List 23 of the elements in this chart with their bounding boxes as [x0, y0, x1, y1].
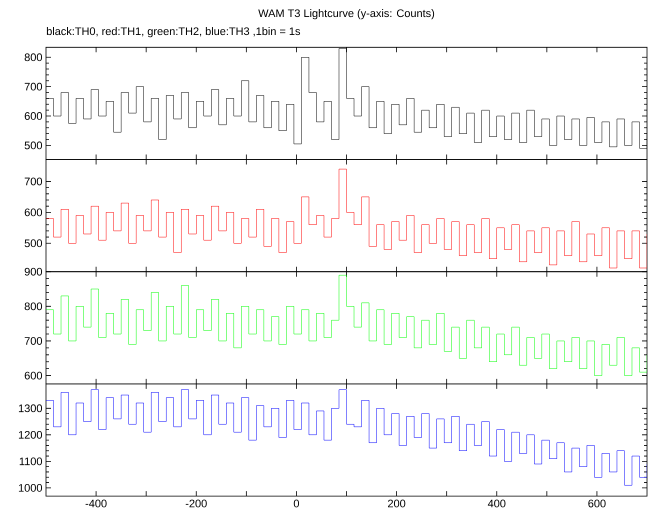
y-tick-label: 1000: [18, 484, 42, 492]
y-tick-label: 500: [24, 239, 42, 248]
x-tick-label: -200: [186, 500, 207, 508]
chart-subtitle: black:TH0, red:TH1, green:TH2, blue:TH3 ,1bin = 1s: [46, 27, 300, 38]
x-tick-label: 0: [294, 500, 300, 508]
x-tick-label: -400: [86, 500, 107, 508]
y-tick-label: 600: [24, 112, 42, 120]
y-tick-label: 800: [24, 302, 42, 310]
y-tick-label: 1300: [18, 404, 42, 412]
x-tick-label: 400: [488, 500, 506, 508]
y-tick-label: 700: [24, 178, 42, 186]
y-tick-label: 600: [24, 372, 42, 380]
y-tick-label: 1200: [18, 430, 42, 439]
y-tick-label: 500: [24, 142, 42, 150]
chart-title: WAM T3 Lightcurve (y-axis: Counts): [258, 9, 434, 20]
y-tick-label: 700: [24, 82, 42, 91]
y-tick-label: 800: [24, 53, 42, 62]
x-tick-label: 600: [588, 500, 606, 508]
y-tick-label: 600: [24, 208, 42, 216]
y-tick-label: 1100: [20, 457, 42, 466]
y-tick-label: 900: [24, 268, 42, 276]
x-tick-label: 200: [388, 500, 406, 508]
y-tick-label: 700: [24, 337, 42, 345]
